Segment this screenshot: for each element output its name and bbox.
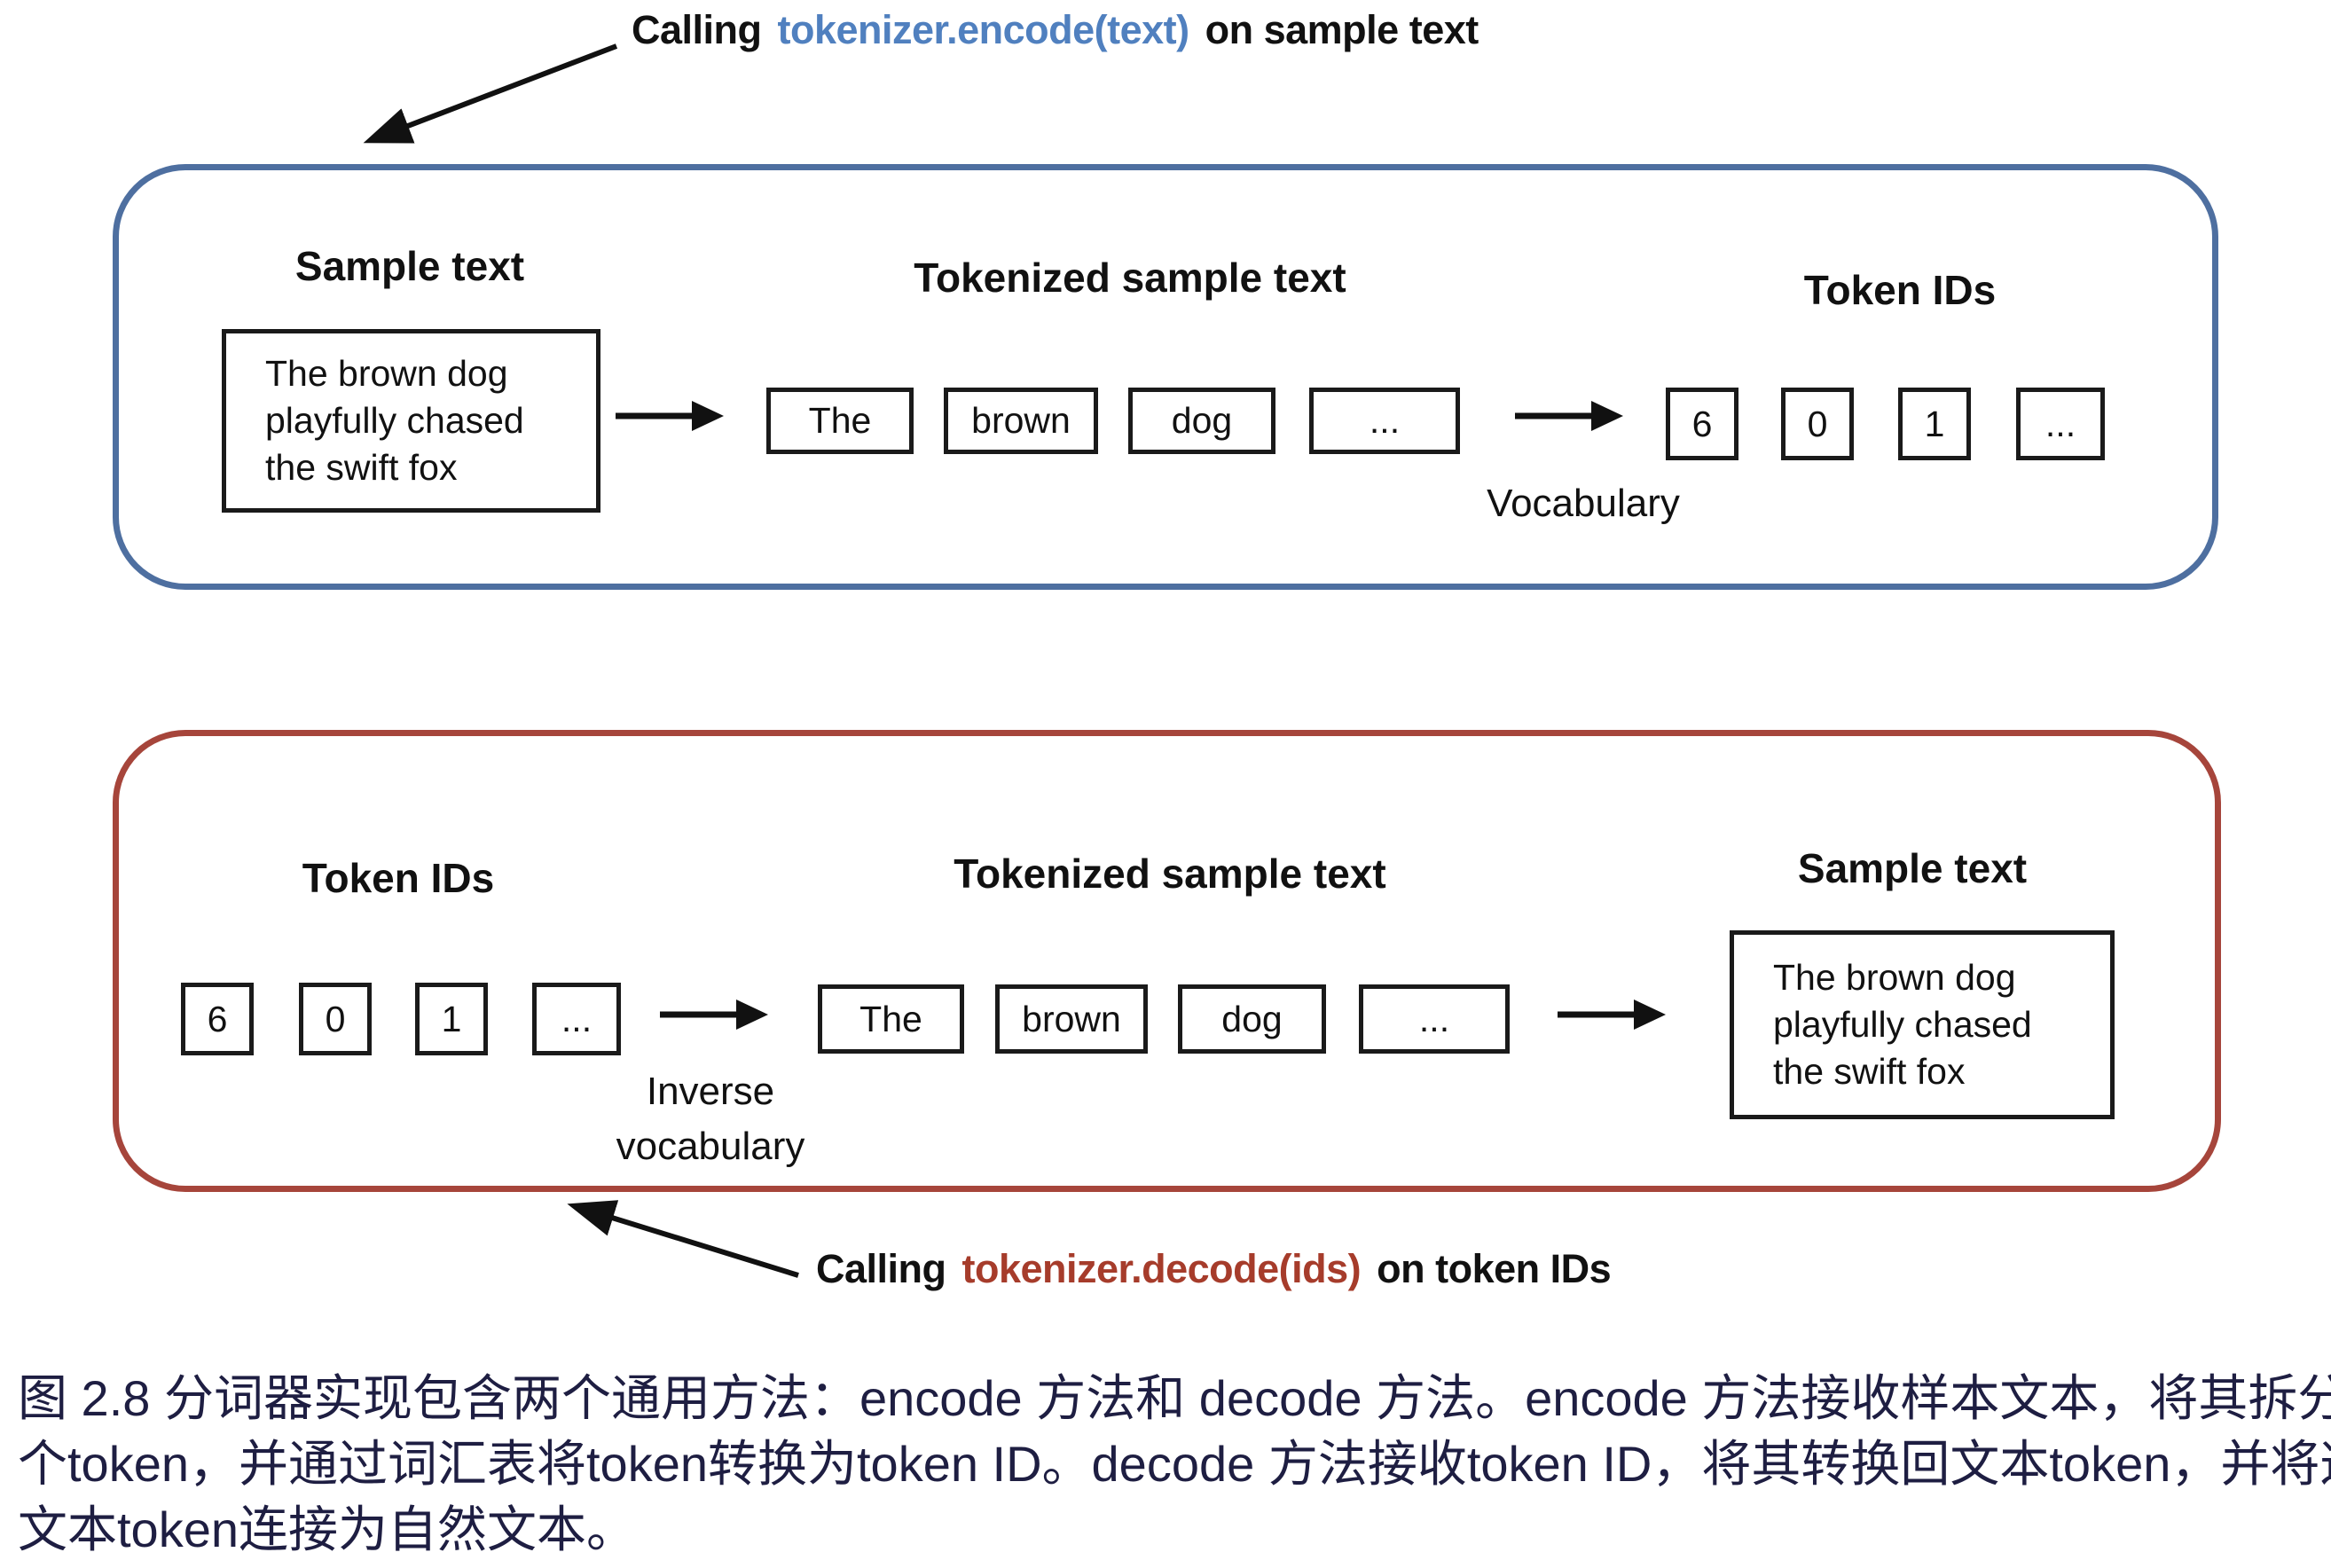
annotation-decode-prefix: Calling xyxy=(816,1246,946,1291)
token-id-box: 0 xyxy=(299,983,372,1055)
token-id-value: ... xyxy=(2045,403,2076,444)
token-box: brown xyxy=(995,984,1148,1054)
token-value: The xyxy=(808,400,872,441)
token-id-box: ... xyxy=(2016,388,2105,460)
encode-sample-text-label: Sample text xyxy=(294,243,525,289)
decode-token-ids-label: Token IDs xyxy=(302,855,495,901)
caption-line: 图 2.8 分词器实现包含两个通用方法：encode 方法和 decode 方法… xyxy=(18,1370,2331,1426)
token-id-value: 1 xyxy=(1924,403,1945,444)
encode-tokenized-label: Tokenized sample text xyxy=(914,255,1346,301)
arrow-right-icon xyxy=(1515,401,1623,431)
token-id-box: 1 xyxy=(415,983,488,1055)
token-value: dog xyxy=(1221,998,1283,1039)
encode-sample-text-box: The brown dog playfully chased the swift… xyxy=(222,329,600,513)
token-id-value: 0 xyxy=(325,998,346,1039)
token-value: dog xyxy=(1171,400,1233,441)
token-value: ... xyxy=(1369,400,1401,441)
caption-line: 文本token连接为自然文本。 xyxy=(18,1501,636,1557)
annotation-decode-code: tokenizer.decode(ids) xyxy=(961,1246,1362,1291)
token-box: brown xyxy=(944,388,1098,454)
token-id-box: 1 xyxy=(1898,388,1971,460)
inverse-vocabulary-line2: vocabulary xyxy=(616,1125,805,1168)
token-box: ... xyxy=(1359,984,1510,1054)
arrow-right-icon xyxy=(616,401,724,431)
token-id-box: ... xyxy=(532,983,621,1055)
arrow-right-icon xyxy=(1558,1000,1666,1030)
token-value: The xyxy=(859,998,922,1039)
token-id-value: 6 xyxy=(207,998,228,1039)
decode-panel: Token IDs 6 0 1 ... Inverse vocabulary T… xyxy=(113,730,2221,1192)
annotation-encode: Calling tokenizer.encode(text) on sample… xyxy=(632,7,1479,53)
inverse-vocabulary-label: Inverse vocabulary xyxy=(616,1064,805,1174)
figure-caption: 图 2.8 分词器实现包含两个通用方法：encode 方法和 decode 方法… xyxy=(18,1366,2331,1563)
caption-line: 个token，并通过词汇表将token转换为token ID。decode 方法… xyxy=(18,1436,2331,1492)
token-box: dog xyxy=(1178,984,1326,1054)
token-box: dog xyxy=(1128,388,1275,454)
decode-sample-text-value: The brown dog playfully chased the swift… xyxy=(1773,957,2032,1092)
token-box: The xyxy=(766,388,914,454)
annotation-encode-code: tokenizer.encode(text) xyxy=(777,7,1190,52)
token-id-box: 6 xyxy=(181,983,254,1055)
token-value: brown xyxy=(971,400,1071,441)
encode-token-ids-label: Token IDs xyxy=(1803,267,1997,313)
token-id-value: 0 xyxy=(1807,403,1828,444)
token-id-box: 6 xyxy=(1666,388,1738,460)
annotation-decode: Calling tokenizer.decode(ids) on token I… xyxy=(816,1246,1612,1292)
token-id-value: 6 xyxy=(1691,403,1713,444)
decode-tokenized-label: Tokenized sample text xyxy=(954,851,1386,897)
arrow-to-encode-panel-icon xyxy=(363,43,618,144)
encode-panel: Sample text The brown dog playfully chas… xyxy=(113,164,2218,590)
arrow-right-icon xyxy=(660,1000,768,1030)
token-id-value: ... xyxy=(561,998,593,1039)
annotation-encode-suffix: on sample text xyxy=(1205,7,1479,52)
token-value: brown xyxy=(1022,998,1121,1039)
arrow-to-decode-panel-icon xyxy=(567,1200,799,1278)
annotation-decode-suffix: on token IDs xyxy=(1377,1246,1612,1291)
inverse-vocabulary-line1: Inverse xyxy=(646,1070,775,1113)
token-id-box: 0 xyxy=(1781,388,1854,460)
encode-sample-text-value: The brown dog playfully chased the swift… xyxy=(265,353,524,488)
vocabulary-label: Vocabulary xyxy=(1487,482,1680,525)
token-id-value: 1 xyxy=(441,998,462,1039)
decode-sample-text-box: The brown dog playfully chased the swift… xyxy=(1730,930,2115,1119)
token-box: ... xyxy=(1309,388,1460,454)
token-box: The xyxy=(818,984,964,1054)
annotation-encode-prefix: Calling xyxy=(632,7,762,52)
token-value: ... xyxy=(1418,998,1450,1039)
decode-sample-text-label: Sample text xyxy=(1797,845,2028,891)
